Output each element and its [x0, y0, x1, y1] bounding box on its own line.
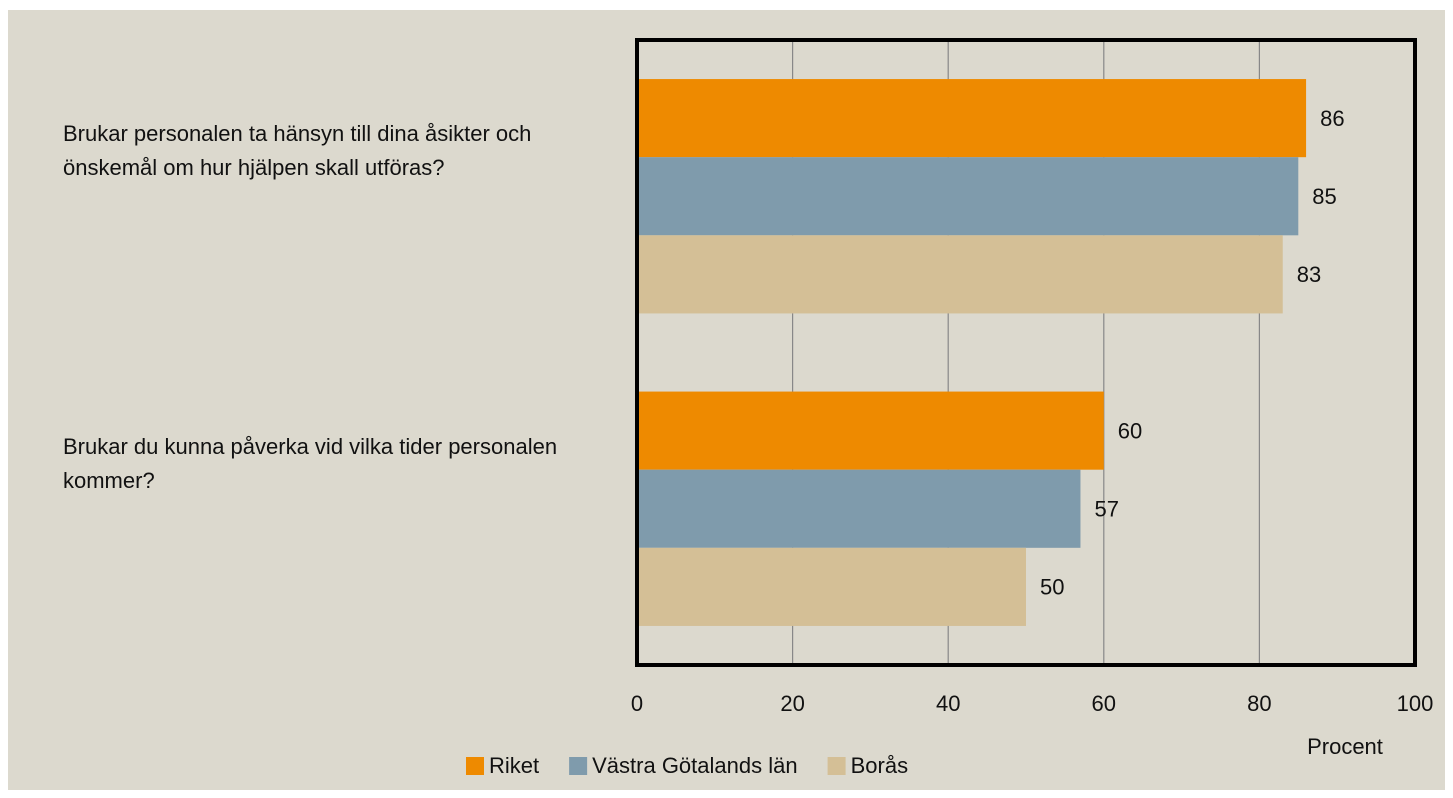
x-tick-label: 80: [1247, 691, 1271, 716]
plot-frame: [635, 38, 1417, 667]
data-label: 85: [1312, 184, 1336, 209]
x-tick-label: 100: [1397, 691, 1434, 716]
x-tick-label: 40: [936, 691, 960, 716]
y-tick-label: Brukar du kunna påverka vid vilka tider …: [63, 433, 558, 493]
legend-swatch: [569, 757, 588, 775]
x-tick-label: 60: [1092, 691, 1116, 716]
x-axis-label: Procent: [1307, 734, 1383, 759]
bar: [637, 547, 1026, 626]
x-tick-label: 20: [780, 691, 804, 716]
legend-label: Riket: [489, 753, 539, 778]
legend-label: Västra Götalands län: [592, 753, 797, 778]
data-label: 50: [1040, 575, 1064, 600]
bar: [637, 235, 1283, 314]
data-label: 57: [1094, 497, 1118, 522]
category-label-box: Brukar personalen ta hänsyn till dina ås…: [63, 121, 532, 181]
y-tick-label: Brukar personalen ta hänsyn till dina ås…: [63, 121, 532, 181]
data-label: 60: [1118, 418, 1142, 443]
bar: [637, 79, 1307, 158]
bar: [637, 469, 1081, 548]
legend-label: Borås: [851, 753, 908, 778]
data-label: 83: [1297, 262, 1321, 287]
bar: [637, 157, 1299, 236]
x-tick-label: 0: [631, 691, 643, 716]
category-label-box: Brukar du kunna påverka vid vilka tider …: [63, 433, 558, 493]
bar: [637, 391, 1104, 470]
legend-swatch: [466, 757, 484, 775]
data-label: 86: [1320, 106, 1344, 131]
legend-swatch: [827, 757, 846, 775]
